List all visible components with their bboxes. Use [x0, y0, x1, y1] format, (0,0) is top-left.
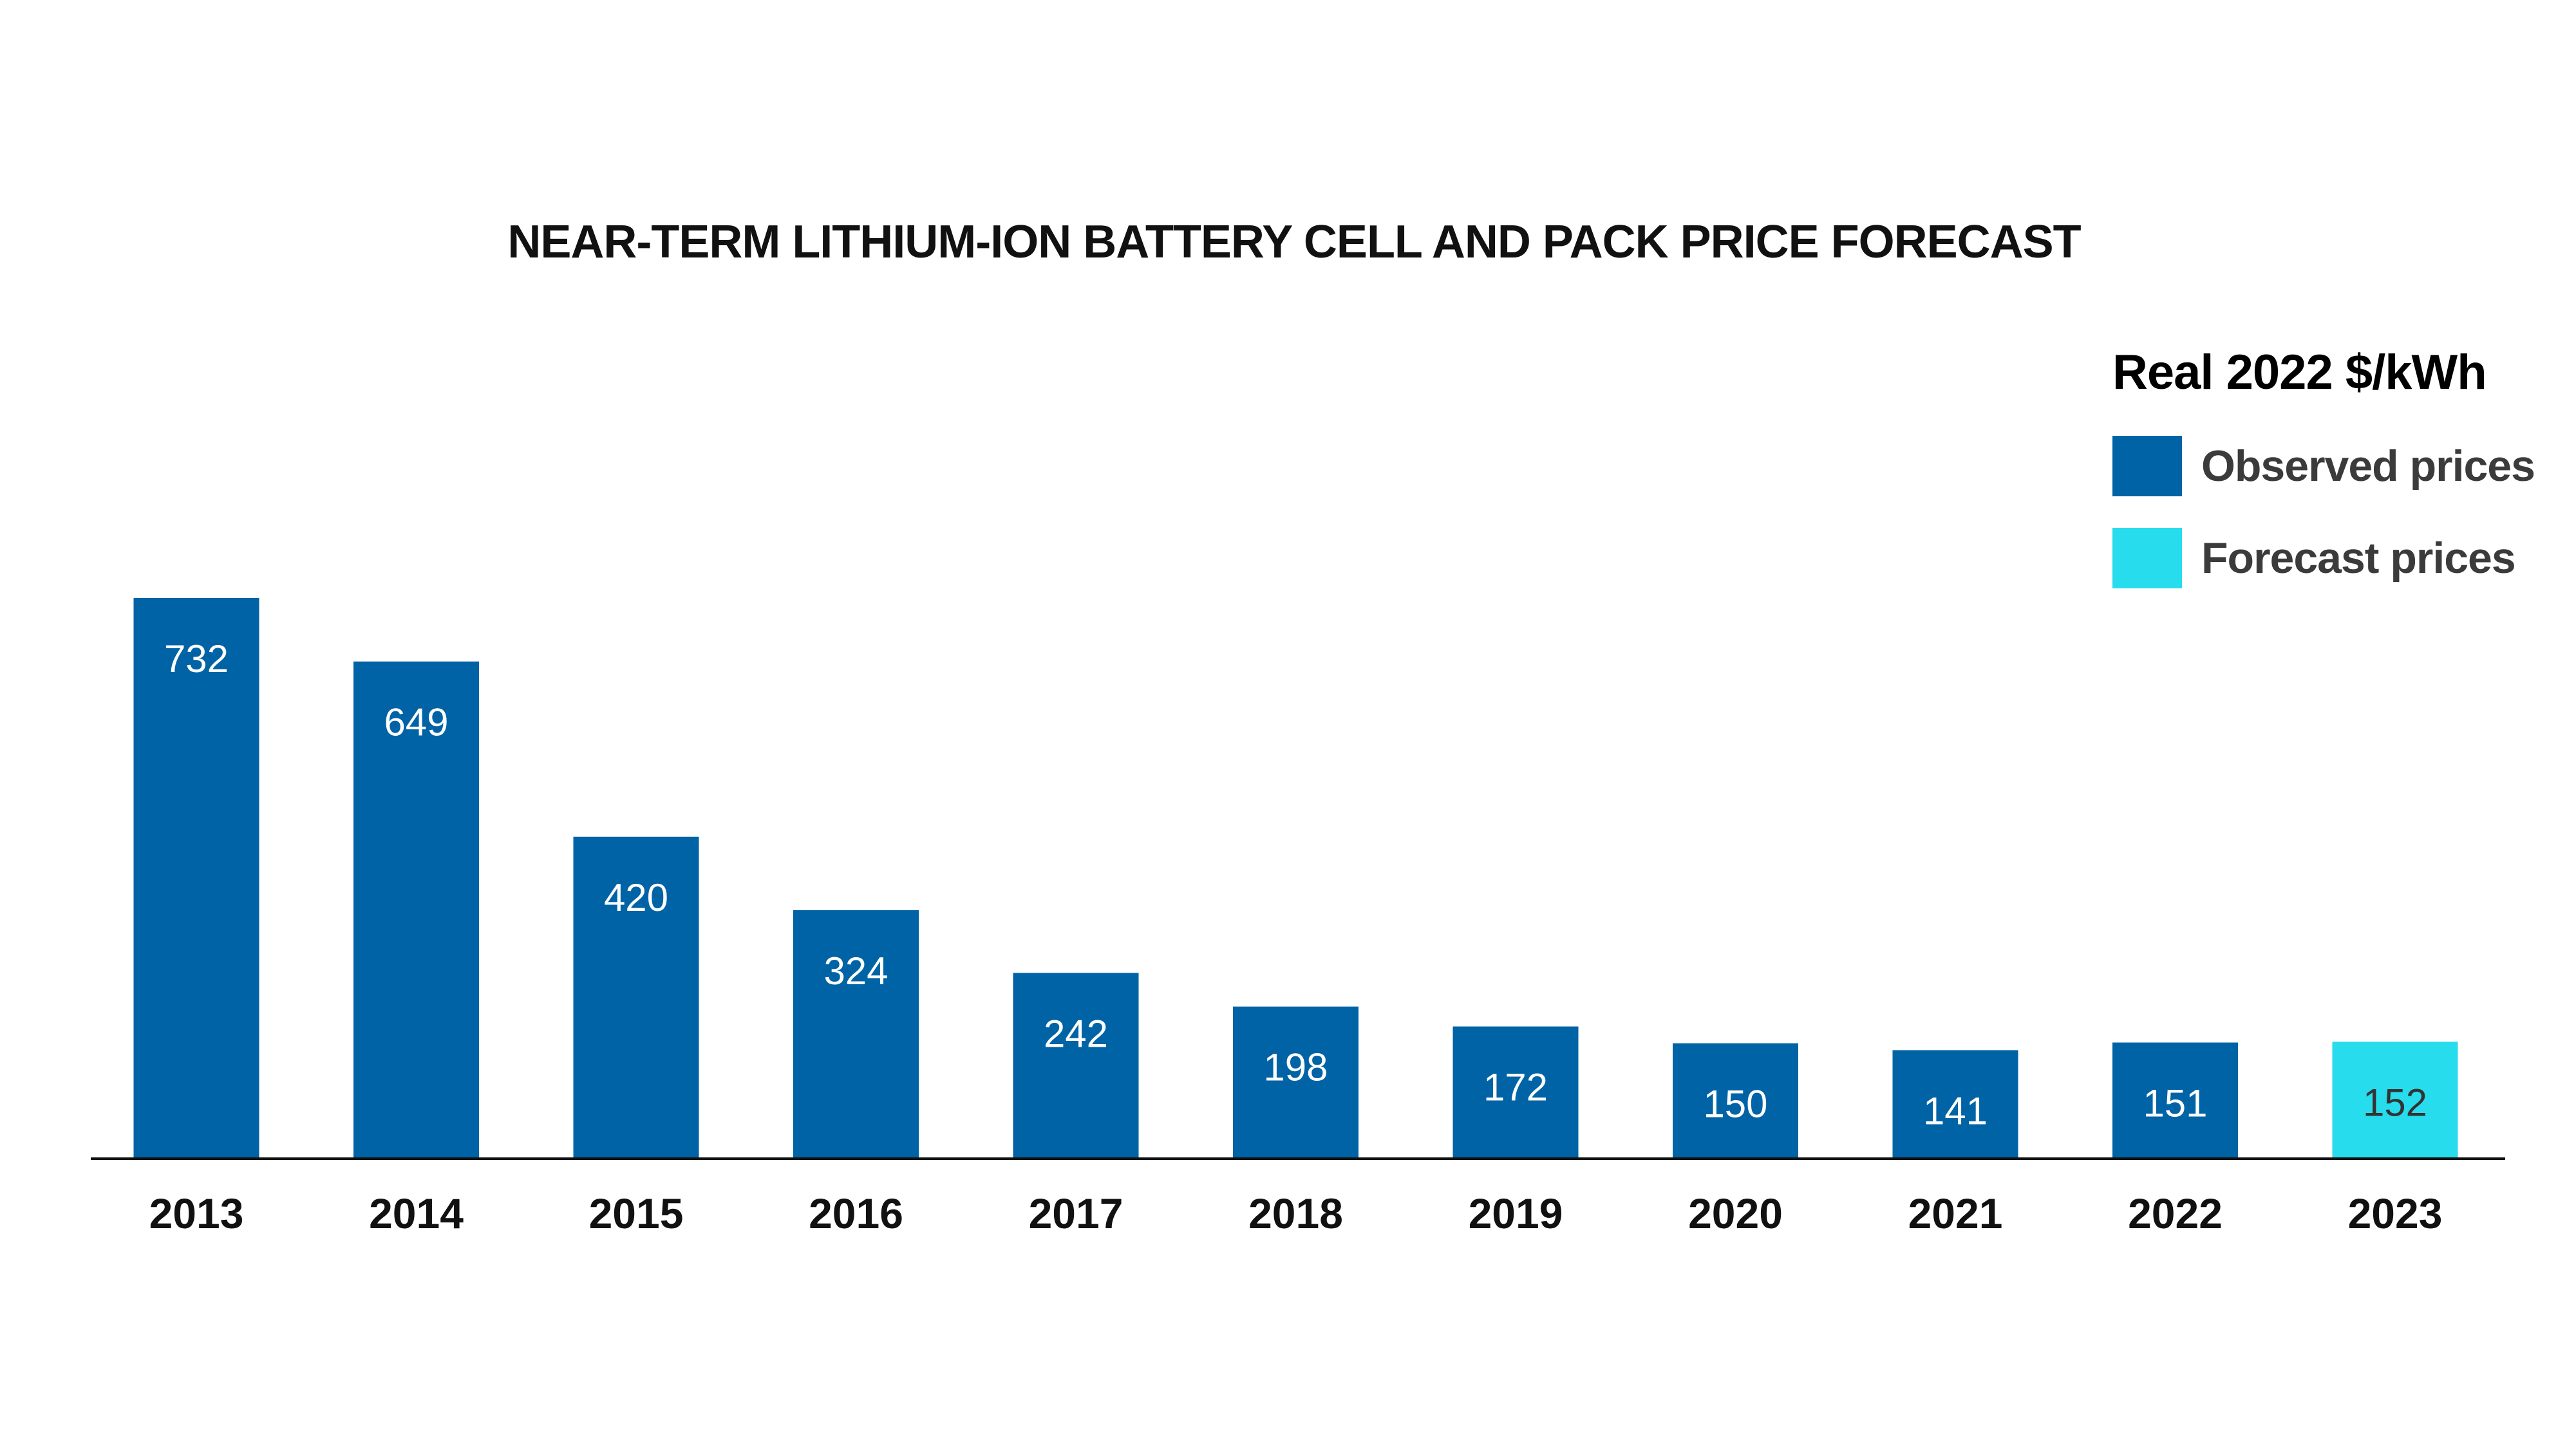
bar-2014 [353, 661, 479, 1158]
data-label-2020: 150 [1703, 1083, 1767, 1126]
x-tick-label-2014: 2014 [369, 1190, 464, 1237]
bar-2019 [1453, 1026, 1579, 1158]
data-label-2022: 151 [2143, 1082, 2207, 1125]
bar-2017 [1013, 973, 1139, 1158]
x-tick-label-2020: 2020 [1688, 1190, 1783, 1237]
bar-2022 [2112, 1042, 2238, 1158]
bar-2020 [1673, 1043, 1798, 1158]
legend-item-forecast: Forecast prices [2112, 528, 2516, 588]
data-label-2023: 152 [2363, 1081, 2427, 1124]
data-label-2014: 649 [384, 701, 448, 744]
legend-title: Real 2022 $/kWh [2112, 345, 2487, 400]
x-tick-label-2021: 2021 [1908, 1190, 2003, 1237]
chart-title: NEAR-TERM LITHIUM-ION BATTERY CELL AND P… [507, 216, 2081, 268]
legend-swatch-observed [2112, 436, 2182, 496]
data-label-2015: 420 [604, 876, 668, 919]
x-tick-label-2015: 2015 [589, 1190, 684, 1237]
bar-2013 [133, 598, 259, 1158]
data-label-2019: 172 [1483, 1066, 1548, 1109]
legend-label-observed: Observed prices [2201, 442, 2535, 491]
x-tick-label-2018: 2018 [1248, 1190, 1343, 1237]
bar-2015 [573, 836, 699, 1158]
x-tick-label-2023: 2023 [2348, 1190, 2443, 1237]
bar-2023 [2332, 1042, 2458, 1158]
data-label-2016: 324 [823, 949, 888, 993]
bar-2018 [1233, 1006, 1359, 1158]
bar-2021 [1892, 1050, 2018, 1158]
legend-label-forecast: Forecast prices [2201, 534, 2516, 583]
legend-swatch-forecast [2112, 528, 2182, 588]
data-label-2017: 242 [1044, 1012, 1108, 1055]
x-tick-label-2016: 2016 [809, 1190, 903, 1237]
data-label-2013: 732 [164, 637, 229, 680]
x-tick-label-2013: 2013 [149, 1190, 244, 1237]
data-label-2018: 198 [1263, 1046, 1328, 1089]
x-tick-label-2022: 2022 [2128, 1190, 2223, 1237]
x-tick-label-2017: 2017 [1029, 1190, 1123, 1237]
data-label-2021: 141 [1923, 1089, 1988, 1132]
x-tick-label-2019: 2019 [1469, 1190, 1563, 1237]
legend-item-observed: Observed prices [2112, 436, 2535, 496]
bar-2016 [793, 910, 919, 1158]
